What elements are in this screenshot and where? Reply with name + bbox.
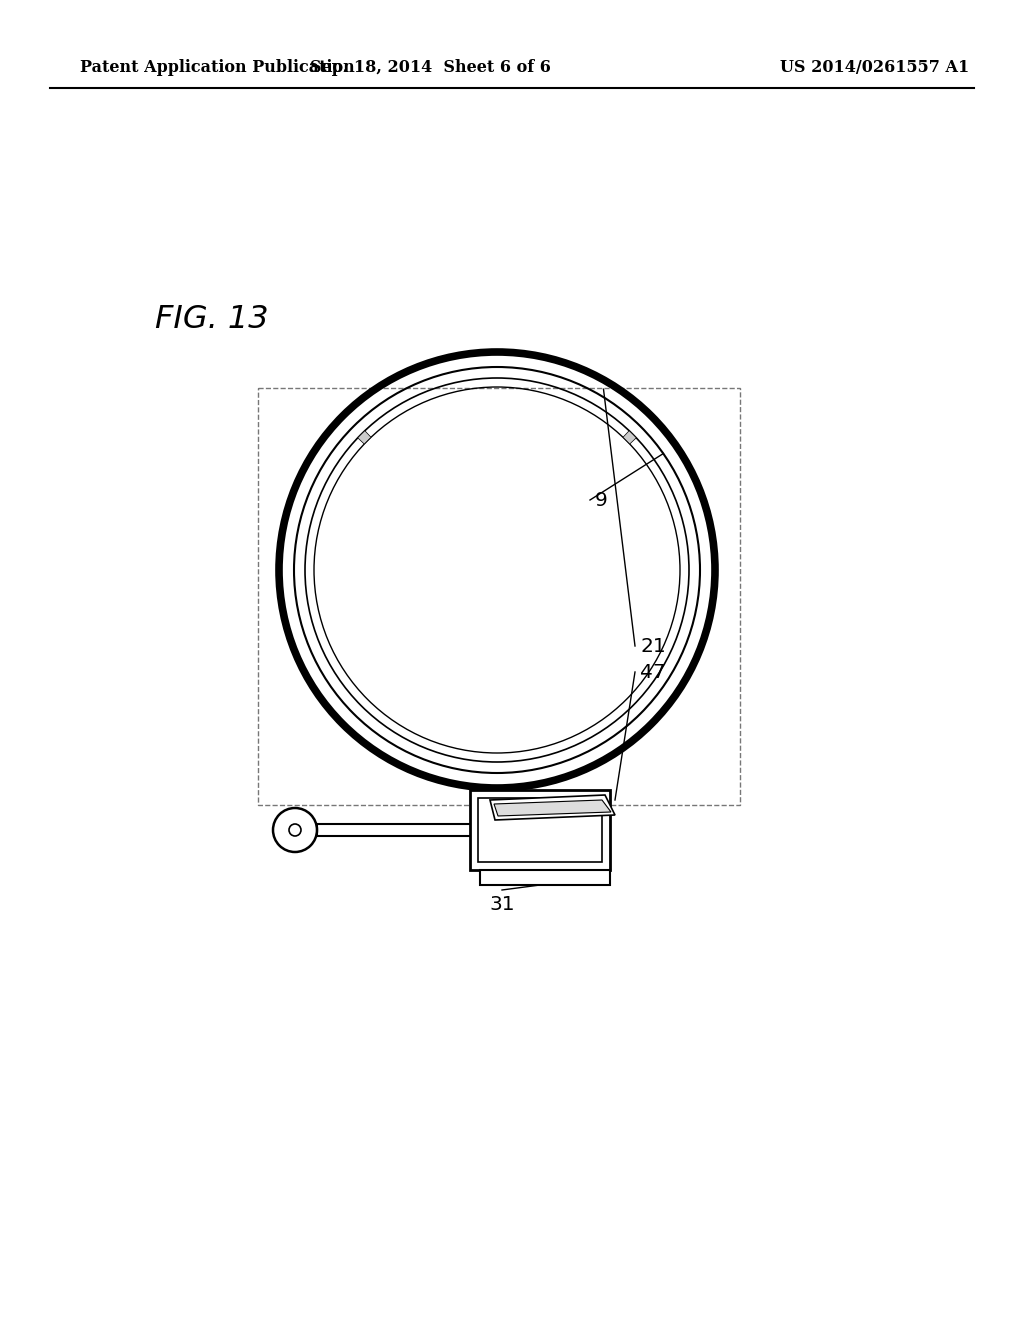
- Bar: [470, 789, 610, 870]
- Text: 47: 47: [640, 663, 666, 681]
- Bar: [478, 799, 602, 862]
- Polygon shape: [623, 430, 636, 444]
- Bar: [317, 824, 530, 836]
- Text: 21: 21: [640, 636, 666, 656]
- Text: Patent Application Publication: Patent Application Publication: [80, 59, 354, 77]
- Text: FIG. 13: FIG. 13: [155, 305, 268, 335]
- Polygon shape: [490, 795, 615, 820]
- Text: US 2014/0261557 A1: US 2014/0261557 A1: [780, 59, 970, 77]
- Bar: [258, 388, 740, 805]
- Text: 31: 31: [489, 895, 515, 913]
- Polygon shape: [357, 430, 371, 444]
- Text: 9: 9: [595, 491, 608, 510]
- Text: Sep. 18, 2014  Sheet 6 of 6: Sep. 18, 2014 Sheet 6 of 6: [309, 59, 551, 77]
- Polygon shape: [494, 800, 611, 816]
- Bar: [480, 870, 610, 884]
